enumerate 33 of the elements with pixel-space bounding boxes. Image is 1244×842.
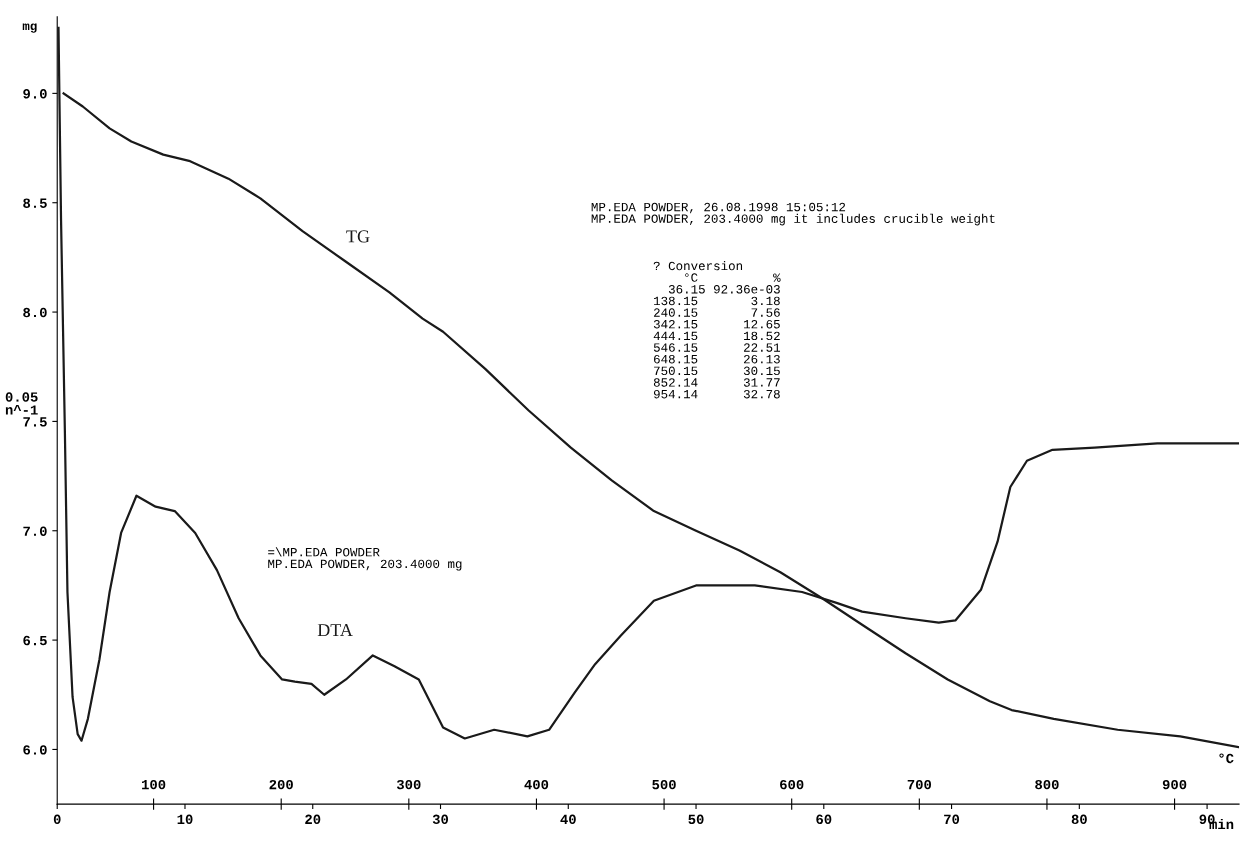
x-tick-label: 80 [1071,814,1087,825]
x-tick-label: 50 [688,814,704,825]
x-tick-label: 70 [944,814,960,825]
x-tick-label: 0 [53,814,61,825]
y-tick-label: 6.5 [23,635,47,646]
annotation: MP.EDA POWDER, 26.08.1998 15:05:12 MP.EDA POWDER, 203.4000 mg it includes crucible weight [591,202,995,226]
series-label: DTA [317,624,353,636]
x2-tick-label: 500 [652,779,676,790]
x-tick-label: 30 [432,814,449,825]
text: ? Conversion °C % 36.15 92.36e-03 138.15 3.18 240.15 7.56 342.15 12.65 444.15 18.52 546.15 22.51 648.15 26.13 750.15 30.15 852.14 31.77 954.14 32.78 [653,261,781,399]
y-tick-label: 6.0 [23,745,47,755]
x2-axis-title: °C [1219,753,1234,764]
x-tick-label: 40 [560,814,576,825]
x-tick-label: 10 [177,814,193,825]
x2-tick-label: 600 [780,779,804,790]
x2-tick-label: 400 [524,779,549,790]
text: 0.05 n^-1 [5,392,38,415]
x2-tick-label: 900 [1162,779,1187,790]
x-tick-label: 20 [305,814,321,825]
annotation: =\MP.EDA POWDER MP.EDA POWDER, 203.4000 mg [268,547,462,571]
y-tick-label: 8.0 [23,307,47,318]
y-tick-label: 8.5 [23,198,47,208]
x2-tick-label: 100 [142,779,166,790]
y-axis-title: mg [22,23,37,33]
y-tick-label: 7.5 [23,417,47,427]
x-tick-label: 60 [816,814,832,825]
y-tick-label: 7.0 [23,526,47,536]
x2-tick-label: 200 [269,779,293,790]
x2-tick-label: 700 [907,779,932,790]
x2-tick-label: 300 [396,779,421,790]
x2-tick-label: 800 [1035,779,1059,790]
y-tick-label: 9.0 [23,89,47,99]
series-label: TG [346,230,370,243]
